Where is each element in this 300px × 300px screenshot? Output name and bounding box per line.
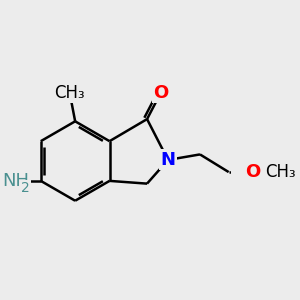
Text: N: N (160, 151, 175, 169)
Text: 2: 2 (21, 181, 30, 195)
Text: NH: NH (2, 172, 29, 190)
Text: CH₃: CH₃ (265, 163, 296, 181)
Text: CH₃: CH₃ (54, 84, 85, 102)
Text: O: O (153, 84, 169, 102)
Text: O: O (245, 163, 261, 181)
